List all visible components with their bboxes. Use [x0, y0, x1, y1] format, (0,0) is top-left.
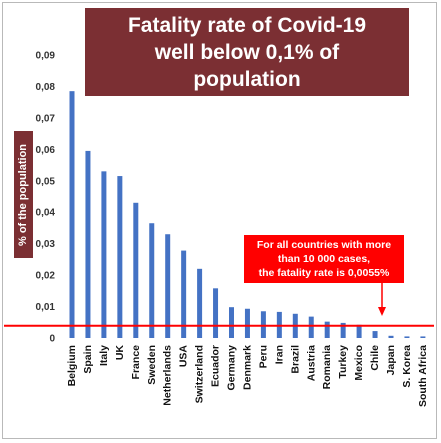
bar-spain	[85, 150, 91, 338]
category-label: UK	[114, 345, 126, 361]
annotation-line-3: the fatality rate is 0,0055%	[258, 267, 390, 279]
chart-title-line-2: well below 0,1% of	[154, 40, 340, 64]
annotation-line-2: than 10 000 cases,	[277, 253, 371, 265]
bar-denmark	[244, 308, 250, 338]
annotation-arrow	[378, 283, 386, 316]
bar-mexico	[356, 324, 362, 338]
category-label: Germany	[226, 345, 238, 391]
category-label: Turkey	[337, 345, 349, 379]
arrow-head	[378, 307, 386, 316]
category-label: Denmark	[241, 345, 253, 390]
bar-turkey	[340, 322, 346, 338]
category-label: Sweden	[146, 345, 158, 385]
bar-austria	[308, 316, 314, 338]
category-label: Belgium	[66, 345, 78, 386]
bar-s-korea	[404, 336, 410, 338]
bar-italy	[101, 171, 107, 338]
category-label: Japan	[385, 345, 397, 375]
category-labels: Belgium Spain Italy UK France Sweden Netherlan…	[66, 345, 429, 407]
y-tick-label: 0,03	[36, 239, 56, 250]
bar-uk	[117, 176, 123, 338]
y-axis-title-text: % of the population	[17, 143, 30, 246]
y-tick-label: 0,02	[36, 271, 56, 282]
bar-romania	[324, 321, 330, 338]
category-label: Switzerland	[194, 345, 206, 403]
category-label: Ecuador	[210, 345, 222, 387]
category-label: Spain	[82, 345, 94, 374]
bars	[69, 91, 426, 339]
y-axis-ticks: 0 0,01 0,02 0,03 0,04 0,05 0,06 0,07 0,08 0,09	[36, 51, 56, 345]
y-tick-label: 0,01	[36, 302, 56, 313]
category-label: Romania	[321, 345, 333, 390]
category-label: USA	[178, 345, 190, 368]
chart-title: Fatality rate of Covid-19 well below 0,1…	[85, 8, 409, 96]
category-label: Brazil	[289, 345, 301, 374]
category-label: Netherlands	[162, 345, 174, 406]
annotation-line-1: For all countries with more	[256, 239, 392, 251]
category-label: Mexico	[353, 345, 365, 381]
bar-france	[133, 202, 139, 338]
chart-title-line-1: Fatality rate of Covid-19	[127, 13, 367, 37]
bar-germany	[229, 307, 234, 338]
category-label: France	[130, 345, 142, 380]
y-axis-title: % of the population	[14, 131, 33, 258]
category-label: S. Korea	[401, 345, 413, 388]
bar-japan	[388, 335, 394, 338]
chart-title-line-3: population	[193, 67, 301, 91]
y-tick-label: 0,09	[36, 51, 56, 62]
annotation-box: For all countries with more than 10 000 …	[244, 235, 404, 283]
y-tick-label: 0,07	[36, 113, 56, 124]
y-tick-label: 0,06	[36, 145, 56, 156]
category-label: Peru	[257, 345, 269, 368]
y-tick-label: 0	[49, 334, 55, 345]
bar-switzerland	[197, 268, 203, 338]
category-label: Iran	[273, 345, 285, 364]
bar-sweden	[149, 223, 155, 338]
category-label: Italy	[98, 345, 110, 366]
bar-south-africa	[420, 336, 426, 338]
bar-belgium	[69, 91, 75, 339]
bar-netherlands	[165, 234, 171, 338]
bar-peru	[260, 311, 266, 338]
bar-usa	[181, 250, 187, 338]
category-label: Austria	[305, 345, 317, 381]
bar-chile	[372, 331, 378, 338]
y-tick-label: 0,04	[36, 208, 56, 219]
bar-ecuador	[213, 288, 219, 338]
y-tick-label: 0,05	[36, 176, 56, 187]
category-label: Chile	[369, 345, 381, 371]
y-tick-label: 0,08	[36, 82, 56, 93]
category-label: South Africa	[417, 345, 429, 407]
